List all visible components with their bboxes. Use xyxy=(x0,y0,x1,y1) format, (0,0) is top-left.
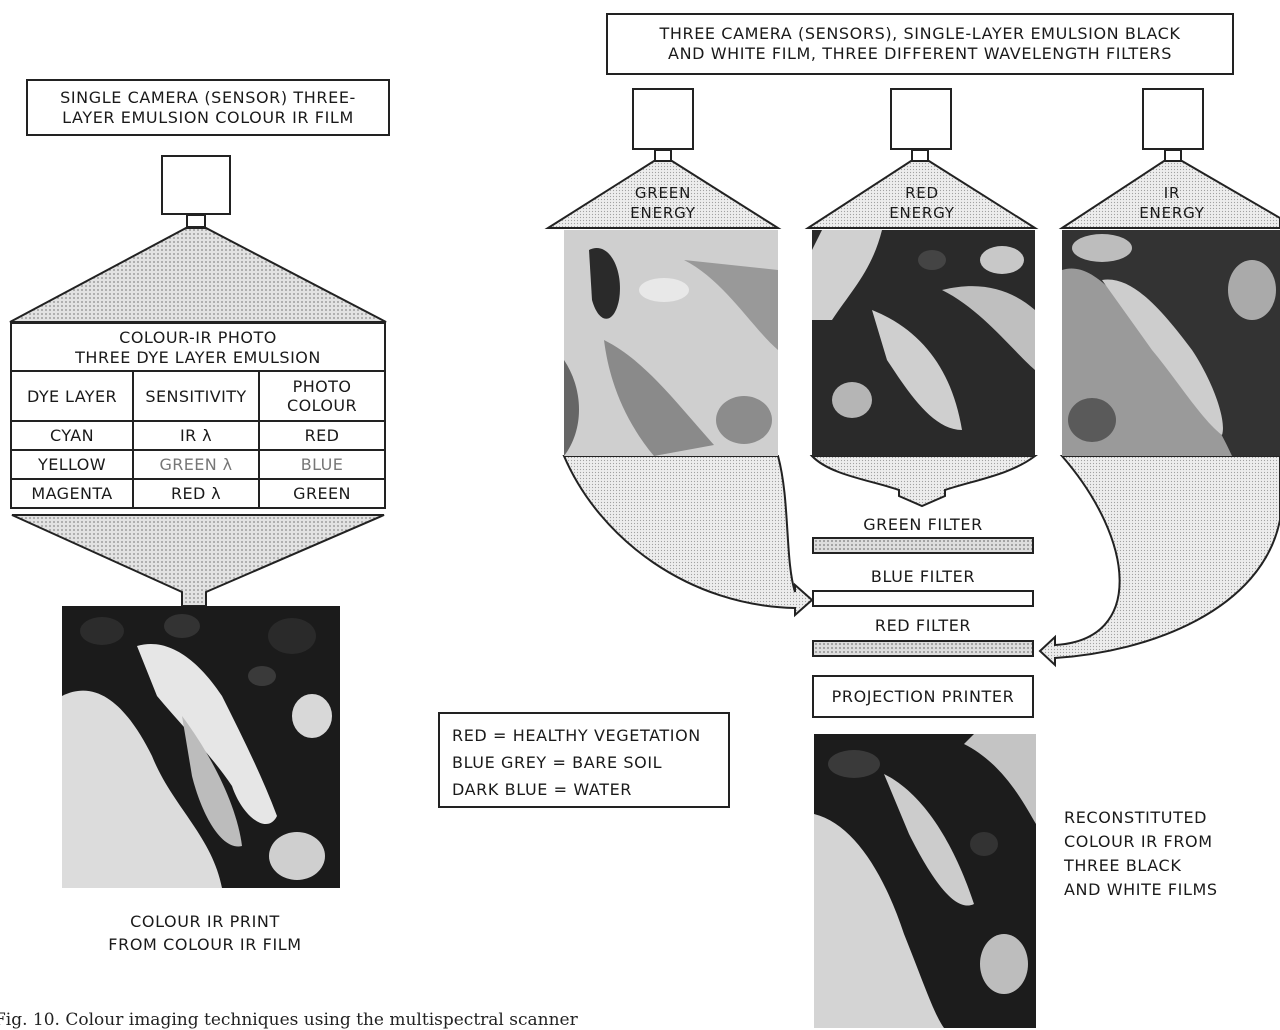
row2-sensitivity: GREEN λ xyxy=(132,449,260,480)
red-down-arrow xyxy=(809,455,1038,508)
reconstituted-caption: RECONSTITUTED COLOUR IR FROM THREE BLACK… xyxy=(1064,806,1264,902)
dye-table-title-box: COLOUR-IR PHOTO THREE DYE LAYER EMULSION xyxy=(10,322,386,372)
red-band-photo xyxy=(812,230,1035,456)
camera-green-lens xyxy=(654,149,672,162)
green-curved-arrow xyxy=(562,455,814,618)
reconstituted-caption-line3: THREE BLACK xyxy=(1064,856,1182,875)
row3-dye: MAGENTA xyxy=(10,478,134,509)
ir-curved-arrow xyxy=(1038,455,1280,668)
projection-printer-label: PROJECTION PRINTER xyxy=(831,686,1015,706)
left-caption: COLOUR IR PRINT FROM COLOUR IR FILM xyxy=(100,910,310,956)
ir-energy-line1: IR xyxy=(1163,184,1181,202)
red-filter-label: RED FILTER xyxy=(874,616,972,635)
green-energy-line2: ENERGY xyxy=(630,204,696,222)
row1-dye: CYAN xyxy=(10,420,134,451)
right-header-box: THREE CAMERA (SENSORS), SINGLE-LAYER EMU… xyxy=(606,13,1234,75)
reconstituted-caption-line1: RECONSTITUTED xyxy=(1064,808,1208,827)
left-camera xyxy=(161,155,231,215)
dye-table-title2: THREE DYE LAYER EMULSION xyxy=(75,348,321,367)
left-caption-line1: COLOUR IR PRINT xyxy=(130,912,280,931)
header-sensitivity: SENSITIVITY xyxy=(132,370,260,422)
blue-filter-label: BLUE FILTER xyxy=(870,567,976,586)
camera-red xyxy=(890,88,952,150)
red-energy-label: RED ENERGY xyxy=(872,183,972,223)
row1-sensitivity: IR λ xyxy=(132,420,260,451)
red-energy-line1: RED xyxy=(905,184,939,202)
camera-red-lens xyxy=(911,149,929,162)
dye-table: DYE LAYER SENSITIVITY PHOTO COLOUR CYAN … xyxy=(10,370,386,509)
left-header-box: SINGLE CAMERA (SENSOR) THREE- LAYER EMUL… xyxy=(26,79,390,136)
left-header-line1: SINGLE CAMERA (SENSOR) THREE- xyxy=(60,87,356,107)
reconstituted-caption-line2: COLOUR IR FROM xyxy=(1064,832,1213,851)
left-header-line2: LAYER EMULSION COLOUR IR FILM xyxy=(62,107,354,127)
figure-caption: Fig. 10. Colour imaging techniques using… xyxy=(0,1010,578,1030)
green-filter-label: GREEN FILTER xyxy=(863,515,983,534)
right-header-line1: THREE CAMERA (SENSORS), SINGLE-LAYER EMU… xyxy=(659,24,1181,43)
colour-ir-print-photo xyxy=(62,606,340,888)
legend-water: DARK BLUE = WATER xyxy=(452,780,633,799)
legend-bare-soil: BLUE GREY = BARE SOIL xyxy=(452,753,663,772)
camera-ir xyxy=(1142,88,1204,150)
ir-energy-label: IR ENERGY xyxy=(1122,183,1222,223)
reconstituted-photo xyxy=(814,734,1036,1028)
colour-legend-box: RED = HEALTHY VEGETATION BLUE GREY = BAR… xyxy=(438,712,730,808)
camera-ir-lens xyxy=(1164,149,1182,162)
row3-colour: GREEN xyxy=(258,478,386,509)
left-camera-cone xyxy=(9,227,387,323)
header-photo-colour: PHOTO COLOUR xyxy=(258,370,386,422)
row2-dye: YELLOW xyxy=(10,449,134,480)
right-header-line2: AND WHITE FILM, THREE DIFFERENT WAVELENG… xyxy=(668,44,1172,63)
projection-printer-box: PROJECTION PRINTER xyxy=(812,675,1034,718)
green-filter-bar xyxy=(812,537,1034,554)
left-camera-lens xyxy=(186,214,206,228)
green-band-photo xyxy=(564,230,778,456)
row2-colour: BLUE xyxy=(258,449,386,480)
blue-filter-bar xyxy=(812,590,1034,607)
dye-table-title1: COLOUR-IR PHOTO xyxy=(119,328,277,347)
green-energy-line1: GREEN xyxy=(634,184,692,202)
row1-colour: RED xyxy=(258,420,386,451)
row3-sensitivity: RED λ xyxy=(132,478,260,509)
left-caption-line2: FROM COLOUR IR FILM xyxy=(108,935,302,954)
green-energy-label: GREEN ENERGY xyxy=(613,183,713,223)
camera-green xyxy=(632,88,694,150)
left-down-arrow xyxy=(11,514,385,607)
red-filter-bar xyxy=(812,640,1034,657)
ir-band-photo xyxy=(1062,230,1280,456)
red-energy-line2: ENERGY xyxy=(889,204,955,222)
ir-energy-line2: ENERGY xyxy=(1139,204,1205,222)
legend-healthy-vegetation: RED = HEALTHY VEGETATION xyxy=(452,726,701,745)
reconstituted-caption-line4: AND WHITE FILMS xyxy=(1064,880,1218,899)
header-dye-layer: DYE LAYER xyxy=(10,370,134,422)
